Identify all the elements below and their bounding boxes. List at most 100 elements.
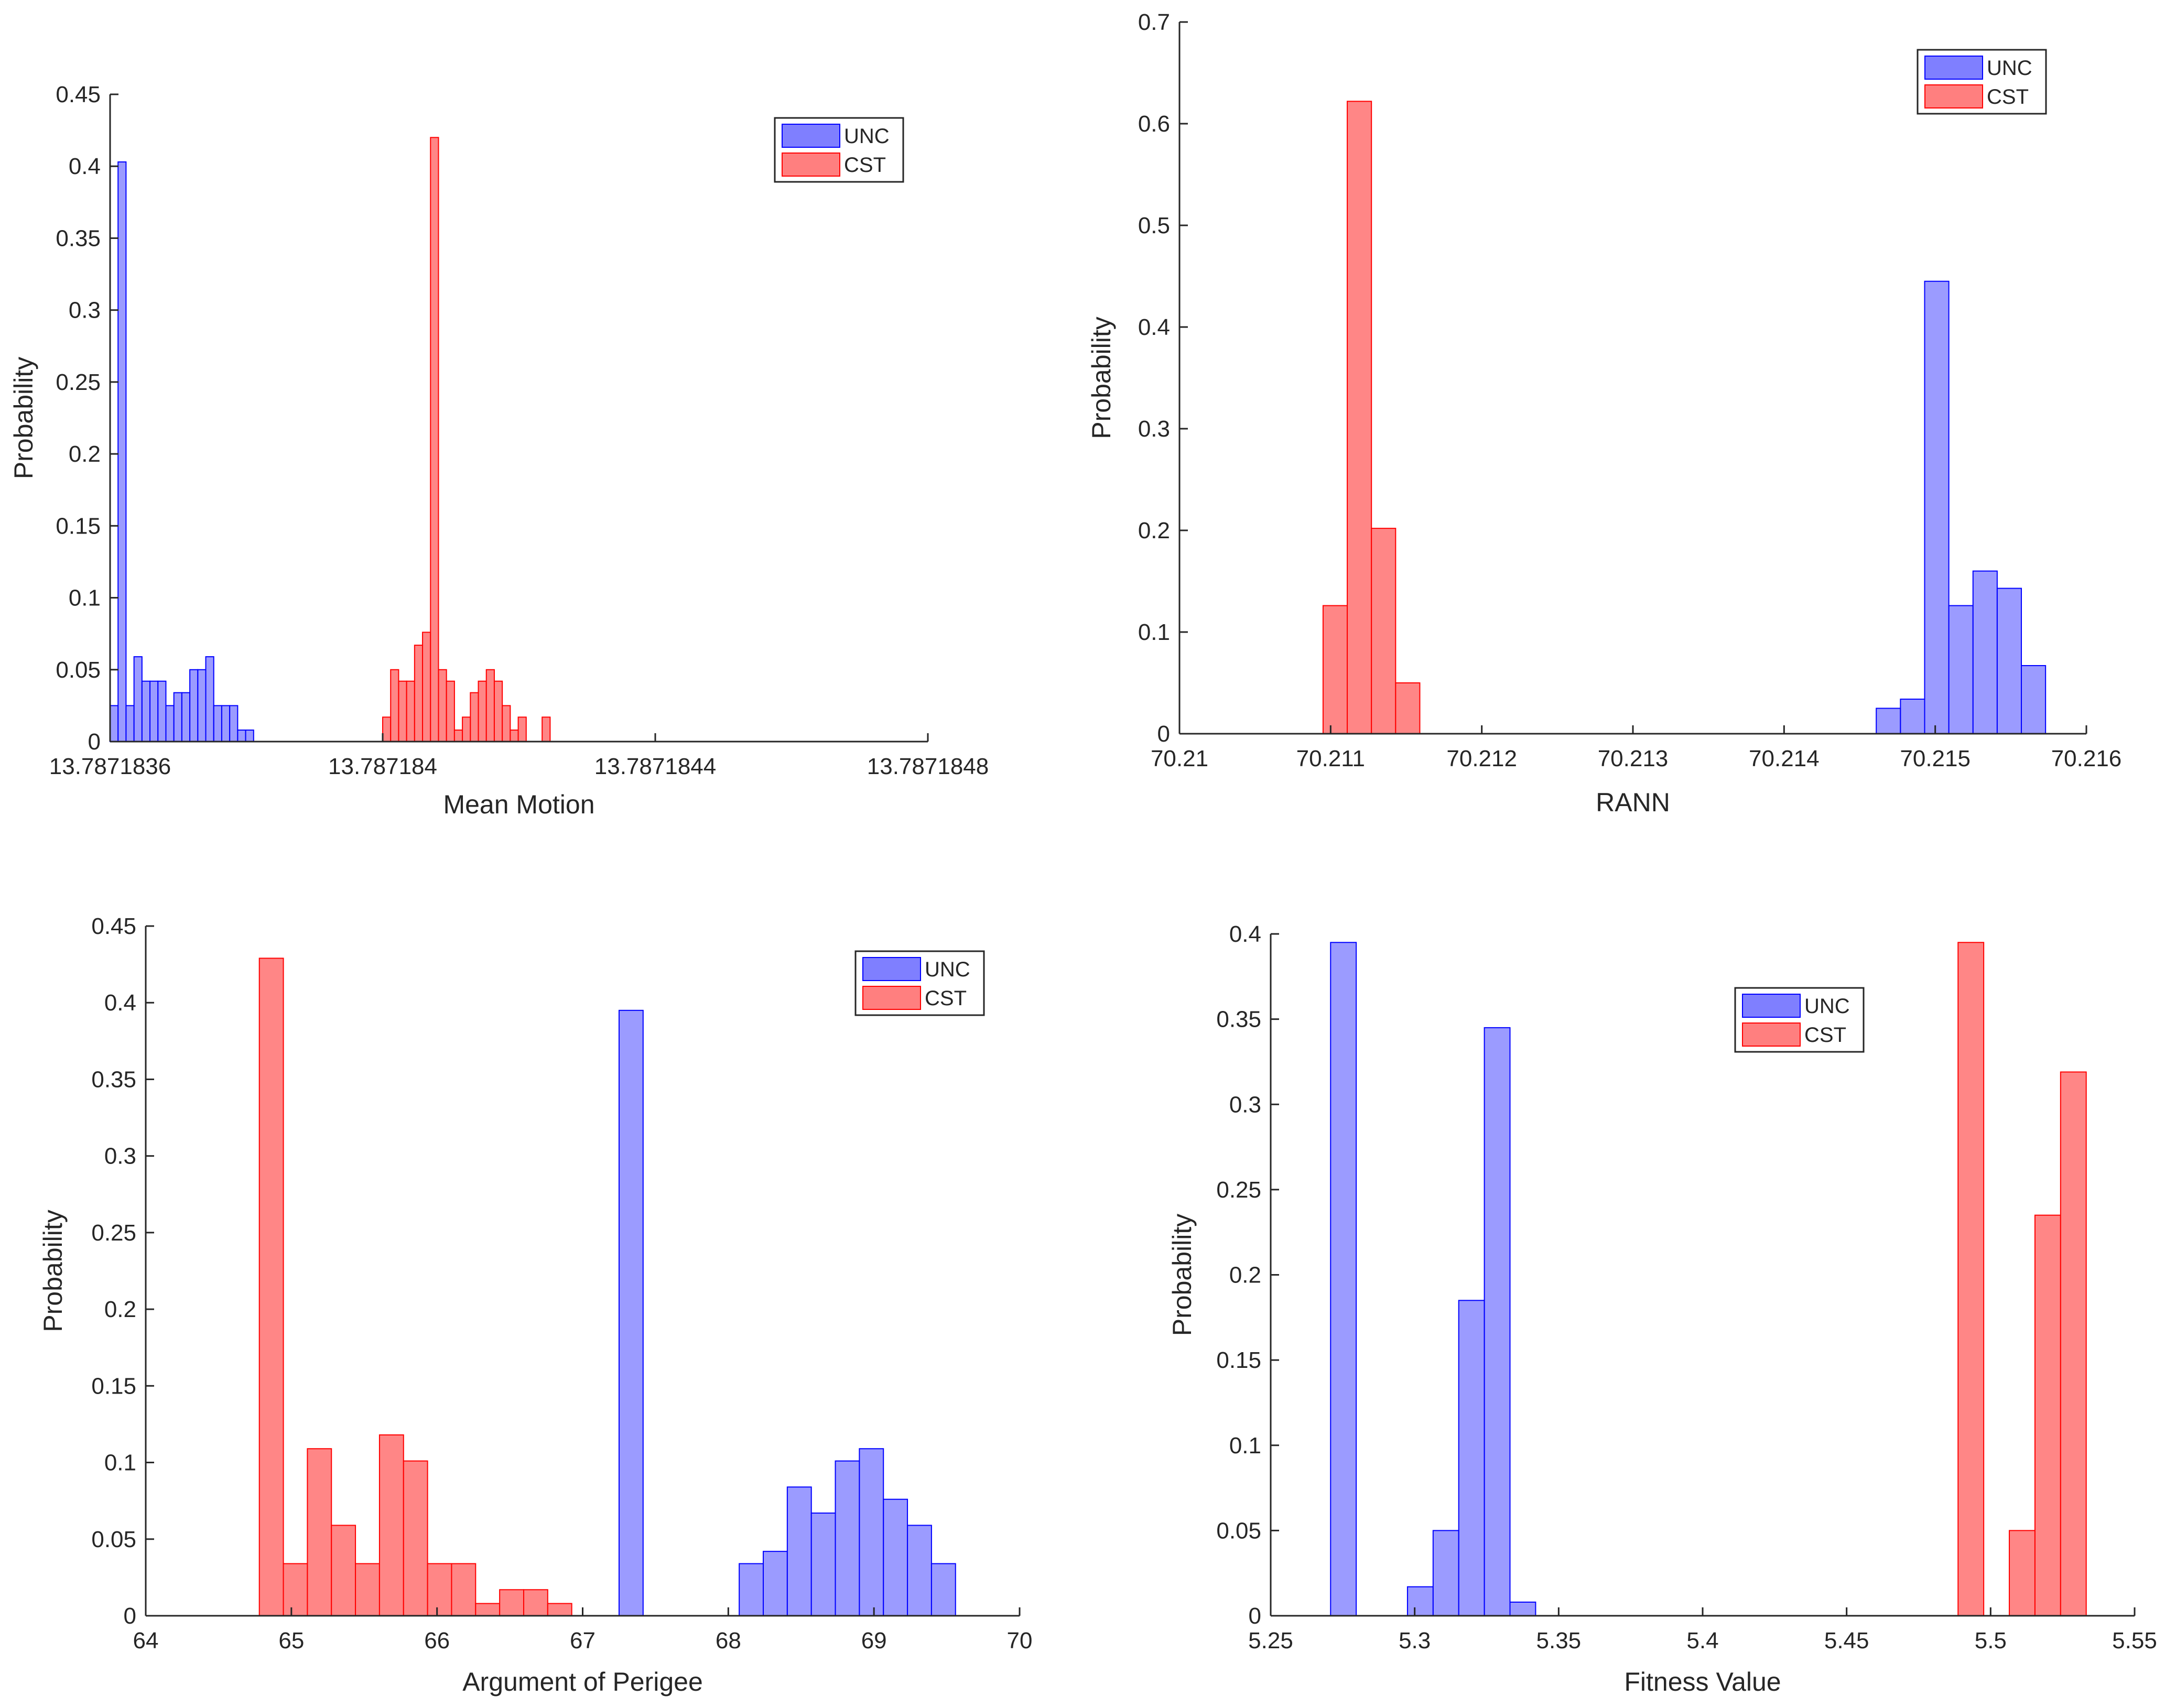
bar-unc xyxy=(149,680,159,742)
y-tick-label: 0.15 xyxy=(1216,1347,1261,1373)
chart-panel-4: 5.25 5.3 5.35 5.4 5.45 5.5 5.55 0 0.05 0.1 0.15 0.2… xyxy=(1167,921,2157,1696)
x-axis-label: Fitness Value xyxy=(1624,1667,1781,1696)
y-tick-label: 0.1 xyxy=(1138,619,1170,645)
y-tick-label: 0.2 xyxy=(104,1297,136,1322)
bar-unc xyxy=(1924,280,1950,734)
y-tick-label: 0.1 xyxy=(1229,1433,1261,1459)
bar-cst xyxy=(517,716,527,743)
legend: UNC CST xyxy=(854,950,985,1016)
y-tick-label: 0.35 xyxy=(91,1067,136,1092)
bar-cst xyxy=(382,716,392,743)
x-axis-label: Argument of Perigee xyxy=(462,1667,703,1696)
y-tick-label: 0.4 xyxy=(104,990,136,1016)
bar-unc xyxy=(1406,1586,1434,1617)
bar-unc xyxy=(165,705,175,743)
y-tick-label: 0.7 xyxy=(1138,9,1170,35)
bar-unc xyxy=(618,1009,644,1616)
y-tick-label: 0.3 xyxy=(1138,416,1170,442)
bar-unc xyxy=(1330,942,1357,1616)
bar-cst xyxy=(258,958,284,1616)
legend-swatch-cst xyxy=(1742,1022,1801,1047)
y-tick-label: 0.45 xyxy=(56,82,101,107)
bar-cst xyxy=(493,680,503,742)
bar-unc xyxy=(110,705,119,743)
x-tick-label: 70.211 xyxy=(1296,746,1365,771)
bar-cst xyxy=(307,1448,332,1617)
bar-unc xyxy=(221,705,231,743)
bar-cst xyxy=(406,680,415,742)
x-tick-label: 67 xyxy=(570,1628,596,1653)
y-tick-label: 0.15 xyxy=(91,1373,136,1399)
bar-unc xyxy=(173,692,182,742)
legend-label-unc: UNC xyxy=(1987,57,2032,80)
legend-swatch-cst xyxy=(782,153,840,177)
legend-label-unc: UNC xyxy=(925,958,970,981)
bar-unc xyxy=(157,680,167,742)
bar-unc xyxy=(1484,1027,1511,1616)
bar-unc xyxy=(1876,708,1901,734)
legend: UNC CST xyxy=(1734,987,1865,1053)
chart-panel-2: 70.21 70.211 70.212 70.213 70.214 70.215 70.21… xyxy=(1087,9,2121,817)
bar-cst xyxy=(398,680,407,742)
bar-cst xyxy=(451,1563,477,1616)
bar-cst xyxy=(1957,942,1985,1616)
x-tick-label: 70.214 xyxy=(1749,746,1820,771)
x-tick-label: 68 xyxy=(716,1628,741,1653)
y-tick-label: 0.5 xyxy=(1138,213,1170,238)
bar-unc xyxy=(133,656,143,742)
bar-unc xyxy=(189,669,199,743)
x-tick-label: 70.213 xyxy=(1598,746,1669,771)
bar-cst xyxy=(453,730,463,742)
x-axis-label: RANN xyxy=(1596,788,1670,817)
y-tick-label: 0.3 xyxy=(69,298,101,323)
y-tick-label: 0.3 xyxy=(1229,1092,1261,1117)
bar-unc xyxy=(1432,1530,1459,1616)
y-tick-label: 0.25 xyxy=(91,1220,136,1246)
y-tick-label: 0.25 xyxy=(1216,1177,1261,1203)
bar-cst xyxy=(378,1434,404,1616)
legend-label-cst: CST xyxy=(925,987,967,1010)
legend-swatch-unc xyxy=(862,957,921,981)
x-tick-label: 66 xyxy=(424,1628,450,1653)
bar-cst xyxy=(478,680,487,742)
bar-unc xyxy=(786,1486,812,1617)
bar-unc xyxy=(205,656,214,742)
y-tick-label: 0.1 xyxy=(104,1450,136,1476)
bar-cst xyxy=(1371,528,1397,734)
legend-label-unc: UNC xyxy=(1804,995,1850,1018)
bar-unc xyxy=(1996,588,2022,734)
bar-unc xyxy=(141,680,151,742)
bar-unc xyxy=(2021,665,2047,735)
y-tick-label: 0.4 xyxy=(69,154,101,179)
x-tick-label: 70.21 xyxy=(1151,746,1208,771)
bar-cst xyxy=(502,705,511,743)
bar-cst xyxy=(2009,1530,2036,1616)
x-tick-label: 65 xyxy=(278,1628,304,1653)
bar-unc xyxy=(245,730,254,742)
bar-cst xyxy=(2034,1214,2061,1617)
x-axis-label: Mean Motion xyxy=(443,790,594,819)
x-tick-label: 64 xyxy=(133,1628,159,1653)
legend-label-cst: CST xyxy=(1804,1024,1846,1047)
chart-panel-1: 13.7871836 13.787184 13.7871844 13.7871848 0… xyxy=(9,82,989,819)
bar-unc xyxy=(883,1498,908,1616)
y-tick-label: 0.05 xyxy=(1216,1518,1261,1543)
bar-unc xyxy=(213,705,222,743)
bar-cst xyxy=(1395,682,1421,734)
bar-unc xyxy=(181,692,191,742)
x-tick-label: 70.212 xyxy=(1446,746,1517,771)
y-tick-label: 0.25 xyxy=(56,369,101,395)
bar-cst xyxy=(438,669,447,743)
y-tick-label: 0.35 xyxy=(1216,1007,1261,1032)
x-tick-label: 13.787184 xyxy=(328,754,437,779)
bar-unc xyxy=(1972,570,1998,734)
legend-swatch-unc xyxy=(782,124,840,148)
y-tick-label: 0 xyxy=(1249,1603,1261,1629)
y-tick-label: 0.15 xyxy=(56,513,101,539)
x-tick-label: 13.7871848 xyxy=(867,754,989,779)
bar-unc xyxy=(1900,699,1925,735)
bar-unc xyxy=(1458,1300,1485,1617)
legend: UNC CST xyxy=(1917,49,2047,115)
bar-unc xyxy=(197,669,207,743)
bar-cst xyxy=(414,645,424,742)
